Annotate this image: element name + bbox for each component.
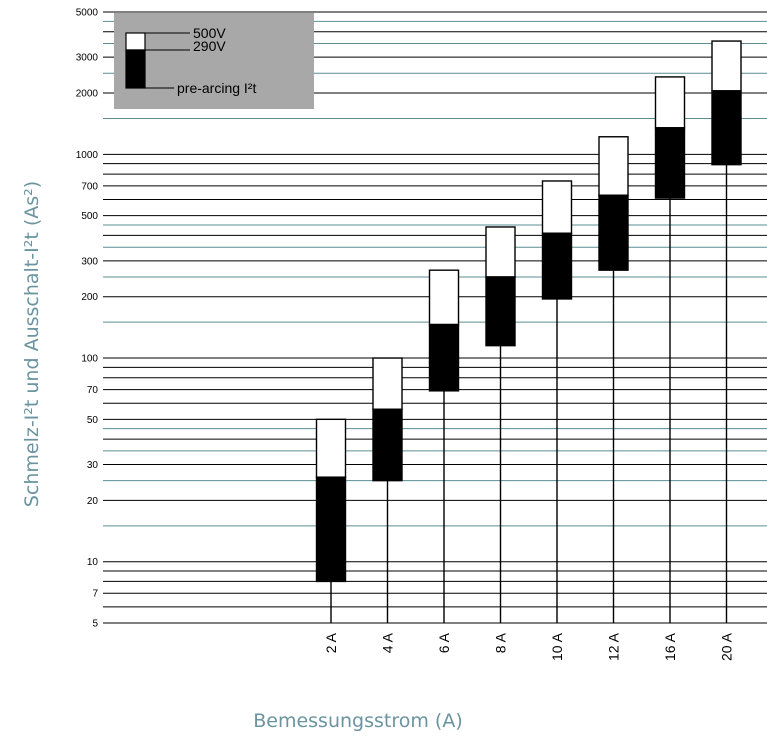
x-category-label: 16 A — [662, 632, 678, 661]
bar-segment-prearcing — [711, 90, 742, 166]
y-tick-label: 1000 — [76, 150, 99, 161]
x-category-label: 20 A — [719, 632, 735, 661]
bar-segment-prearcing — [598, 194, 629, 271]
legend: 500V 290V pre-arcing I²t — [114, 13, 314, 109]
bar-segment-prearcing — [654, 127, 686, 199]
y-tick-label: 700 — [81, 181, 98, 192]
y-tick-label: 7 — [92, 589, 98, 600]
legend-label-prearcing: pre-arcing I²t — [177, 80, 256, 96]
bar-segment-290v — [428, 269, 460, 326]
legend-label-290v: 290V — [193, 38, 226, 54]
legend-box — [114, 13, 314, 109]
bar-segment-290v — [711, 40, 742, 92]
x-category-label: 12 A — [606, 632, 622, 661]
y-tick-label: 5 — [92, 619, 98, 630]
bars — [315, 40, 742, 583]
x-category-labels: 2 A 4 A 6 A 8 A 10 A 12 A 16 A 20 A — [323, 632, 735, 661]
x-category-label: 10 A — [549, 632, 565, 661]
bar-segment-prearcing — [428, 323, 460, 392]
y-tick-label: 3000 — [76, 53, 99, 64]
x-category-label: 8 A — [493, 632, 509, 653]
bar-segment-290v — [485, 226, 516, 278]
bar-segment-290v — [315, 418, 347, 478]
bar-segment-290v — [598, 136, 629, 196]
y-tick-label: 200 — [81, 292, 98, 303]
legend-swatch-290v — [125, 49, 146, 89]
bar-segment-290v — [372, 357, 403, 411]
x-category-label: 6 A — [436, 632, 452, 653]
bar-segment-prearcing — [372, 408, 403, 482]
y-tick-label: 5000 — [76, 8, 99, 19]
legend-swatch-500v — [125, 32, 146, 51]
bar-segment-290v — [654, 76, 686, 129]
bar-segment-prearcing — [485, 276, 516, 347]
x-axis-label: Bemessungsstrom (A) — [253, 710, 463, 732]
y-axis-label: Schmelz-I²t und Ausschalt-I²t (As²) — [21, 181, 43, 507]
y-tick-label: 20 — [87, 496, 99, 507]
y-tick-labels: 5 7 10 20 30 50 70 100 200 300 500 700 1000 2000 3000 5… — [76, 8, 99, 630]
y-tick-label: 500 — [81, 211, 98, 222]
y-tick-label: 50 — [87, 415, 99, 426]
y-tick-label: 100 — [81, 354, 98, 365]
x-category-label: 2 A — [323, 632, 339, 653]
legend-label-500v: 500V — [193, 25, 226, 41]
x-category-label: 4 A — [380, 632, 396, 653]
bar-segment-prearcing — [315, 476, 347, 583]
bar-stems — [330, 164, 728, 623]
y-tick-label: 300 — [81, 256, 98, 267]
y-tick-label: 30 — [87, 460, 99, 471]
bar-segment-prearcing — [541, 232, 573, 300]
y-tick-label: 10 — [87, 557, 99, 568]
bar-segment-290v — [541, 180, 573, 234]
y-tick-label: 2000 — [76, 89, 99, 100]
y-tick-label: 70 — [87, 385, 99, 396]
